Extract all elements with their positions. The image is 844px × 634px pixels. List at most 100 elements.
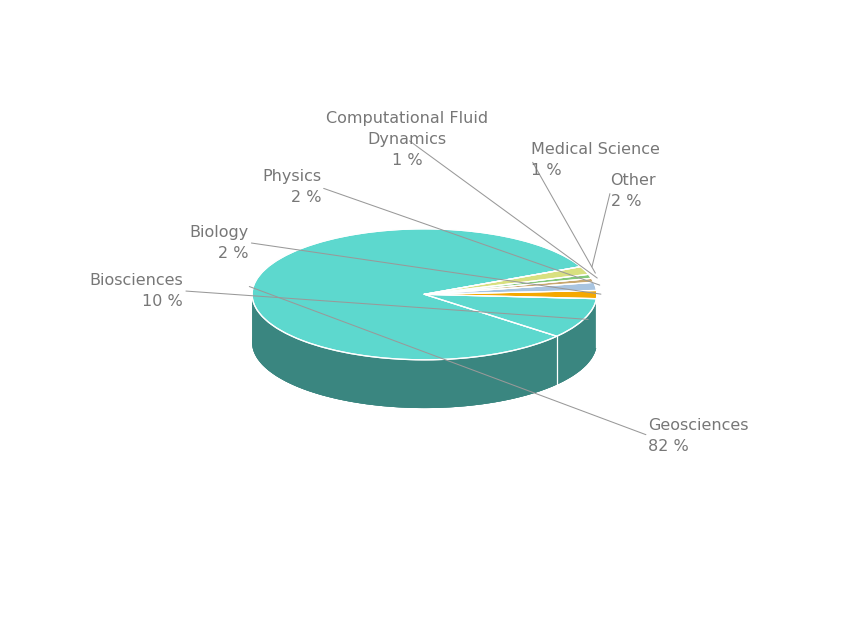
Polygon shape — [363, 356, 365, 404]
Polygon shape — [459, 358, 462, 406]
Polygon shape — [380, 358, 382, 406]
Polygon shape — [414, 359, 418, 408]
Polygon shape — [321, 347, 323, 396]
Polygon shape — [273, 326, 274, 375]
Polygon shape — [297, 339, 299, 387]
Text: Computational Fluid
Dynamics
1 %: Computational Fluid Dynamics 1 % — [326, 111, 488, 168]
Polygon shape — [303, 341, 306, 390]
Polygon shape — [265, 320, 267, 369]
Polygon shape — [495, 353, 498, 402]
Polygon shape — [482, 356, 484, 404]
Polygon shape — [346, 353, 349, 401]
Text: Biology
2 %: Biology 2 % — [189, 224, 248, 261]
Polygon shape — [408, 359, 412, 408]
Polygon shape — [319, 346, 321, 395]
Polygon shape — [526, 346, 528, 396]
Polygon shape — [406, 359, 408, 408]
Polygon shape — [509, 351, 511, 399]
Polygon shape — [288, 334, 289, 384]
Polygon shape — [424, 275, 591, 294]
Polygon shape — [385, 358, 388, 406]
Polygon shape — [316, 346, 319, 394]
Polygon shape — [447, 359, 450, 408]
Polygon shape — [519, 348, 522, 398]
Polygon shape — [540, 342, 542, 391]
Polygon shape — [517, 349, 519, 398]
Polygon shape — [264, 318, 265, 368]
Polygon shape — [456, 358, 459, 407]
Polygon shape — [382, 358, 385, 406]
Polygon shape — [344, 353, 346, 401]
Polygon shape — [354, 354, 357, 403]
Polygon shape — [535, 344, 538, 392]
Polygon shape — [376, 358, 380, 406]
Polygon shape — [542, 341, 544, 391]
Polygon shape — [323, 347, 326, 396]
Polygon shape — [299, 339, 301, 389]
Polygon shape — [523, 347, 526, 396]
Polygon shape — [341, 352, 344, 401]
Polygon shape — [500, 353, 503, 401]
Polygon shape — [462, 358, 465, 406]
Polygon shape — [262, 316, 263, 366]
Polygon shape — [267, 321, 268, 370]
Polygon shape — [259, 313, 260, 363]
Text: Medical Science
1 %: Medical Science 1 % — [531, 142, 659, 178]
Polygon shape — [424, 267, 587, 294]
Polygon shape — [400, 359, 403, 408]
Polygon shape — [252, 229, 580, 360]
Polygon shape — [476, 356, 479, 405]
Polygon shape — [552, 337, 555, 386]
Polygon shape — [436, 359, 438, 408]
Text: Other
2 %: Other 2 % — [610, 173, 656, 209]
Polygon shape — [528, 346, 531, 394]
Polygon shape — [531, 345, 533, 394]
Polygon shape — [368, 356, 371, 405]
Polygon shape — [420, 359, 424, 408]
Polygon shape — [511, 350, 514, 399]
Polygon shape — [278, 328, 279, 378]
Polygon shape — [424, 290, 596, 299]
Polygon shape — [326, 348, 328, 397]
Polygon shape — [285, 333, 288, 382]
Polygon shape — [282, 332, 284, 380]
Polygon shape — [357, 354, 360, 403]
Polygon shape — [280, 330, 282, 380]
Polygon shape — [430, 359, 432, 408]
Text: Biosciences
10 %: Biosciences 10 % — [89, 273, 183, 309]
Polygon shape — [438, 359, 441, 408]
Text: Geosciences
82 %: Geosciences 82 % — [647, 418, 748, 454]
Polygon shape — [490, 354, 493, 403]
Polygon shape — [336, 351, 338, 399]
Polygon shape — [432, 359, 436, 408]
Polygon shape — [555, 336, 556, 385]
Polygon shape — [468, 358, 470, 406]
Polygon shape — [338, 351, 341, 400]
Polygon shape — [498, 353, 500, 402]
Polygon shape — [306, 342, 307, 391]
Polygon shape — [260, 314, 261, 364]
Polygon shape — [374, 357, 376, 406]
Polygon shape — [311, 344, 314, 393]
Polygon shape — [388, 358, 391, 407]
Polygon shape — [487, 355, 490, 403]
Polygon shape — [506, 351, 509, 400]
Polygon shape — [365, 356, 368, 404]
Polygon shape — [473, 357, 476, 405]
Polygon shape — [293, 337, 295, 386]
Polygon shape — [418, 359, 420, 408]
Polygon shape — [424, 360, 426, 408]
Polygon shape — [268, 323, 270, 372]
Polygon shape — [291, 336, 293, 385]
Polygon shape — [450, 359, 453, 407]
Polygon shape — [484, 355, 487, 404]
Polygon shape — [391, 359, 394, 407]
Polygon shape — [279, 330, 280, 378]
Polygon shape — [549, 339, 550, 388]
Polygon shape — [522, 347, 523, 397]
Polygon shape — [276, 328, 278, 377]
Polygon shape — [284, 332, 285, 382]
Polygon shape — [412, 359, 414, 408]
Polygon shape — [493, 354, 495, 403]
Polygon shape — [544, 340, 546, 389]
